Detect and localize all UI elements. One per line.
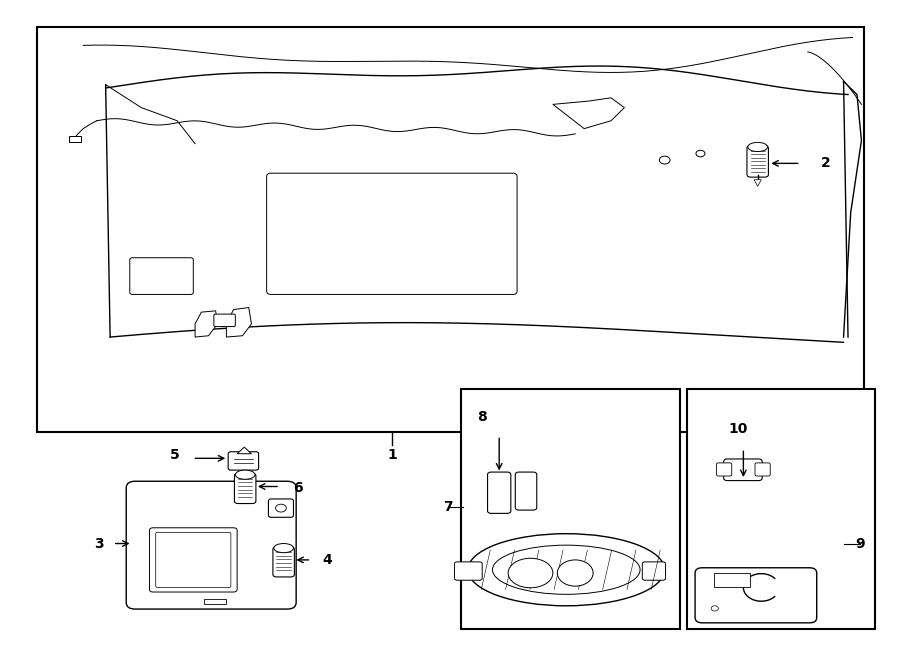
Circle shape (275, 504, 286, 512)
Text: 6: 6 (293, 481, 302, 495)
Bar (687, 389, 875, 629)
Circle shape (660, 156, 670, 164)
Text: 1: 1 (387, 448, 397, 462)
Ellipse shape (748, 142, 768, 151)
FancyBboxPatch shape (273, 547, 294, 577)
Polygon shape (237, 447, 251, 453)
FancyBboxPatch shape (149, 527, 237, 592)
Ellipse shape (468, 533, 665, 605)
Circle shape (711, 605, 718, 611)
Ellipse shape (235, 470, 255, 479)
Text: 10: 10 (728, 422, 748, 436)
Bar (69, 136, 81, 142)
Text: 9: 9 (855, 537, 865, 551)
FancyBboxPatch shape (234, 473, 256, 504)
Polygon shape (195, 311, 218, 337)
Polygon shape (227, 307, 251, 337)
FancyBboxPatch shape (126, 481, 296, 609)
Bar (714, 573, 750, 588)
Text: 2: 2 (821, 157, 831, 171)
FancyBboxPatch shape (266, 173, 518, 294)
FancyBboxPatch shape (755, 463, 770, 476)
FancyBboxPatch shape (695, 568, 816, 623)
Text: 5: 5 (169, 448, 179, 462)
Text: 7: 7 (444, 500, 453, 514)
FancyBboxPatch shape (643, 562, 666, 580)
FancyBboxPatch shape (130, 258, 194, 294)
Ellipse shape (492, 545, 640, 594)
Ellipse shape (557, 560, 593, 586)
Text: 8: 8 (477, 410, 487, 424)
FancyBboxPatch shape (488, 472, 511, 514)
FancyBboxPatch shape (716, 463, 732, 476)
Ellipse shape (508, 559, 553, 588)
Text: 4: 4 (322, 553, 332, 567)
Bar (204, 600, 227, 604)
Circle shape (696, 150, 705, 157)
Bar (37, 27, 864, 432)
FancyBboxPatch shape (214, 314, 235, 327)
Polygon shape (754, 180, 761, 186)
FancyBboxPatch shape (516, 472, 536, 510)
FancyBboxPatch shape (229, 451, 258, 470)
FancyBboxPatch shape (724, 459, 762, 481)
FancyBboxPatch shape (156, 532, 231, 588)
Bar (461, 389, 680, 629)
FancyBboxPatch shape (747, 145, 769, 177)
Ellipse shape (274, 543, 293, 553)
FancyBboxPatch shape (454, 562, 482, 580)
Polygon shape (553, 98, 625, 129)
FancyBboxPatch shape (268, 499, 293, 518)
Text: 3: 3 (94, 537, 104, 551)
